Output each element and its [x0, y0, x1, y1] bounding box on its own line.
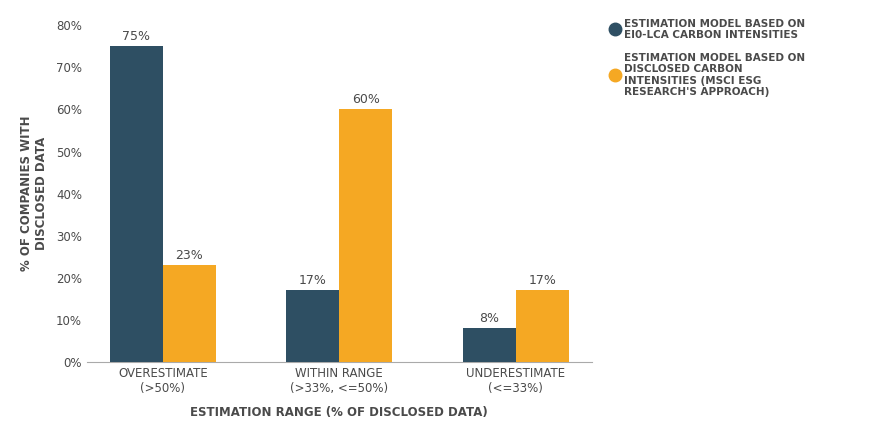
Bar — [515, 290, 568, 362]
Text: 75%: 75% — [123, 30, 150, 43]
Bar — [462, 328, 515, 362]
Legend: ESTIMATION MODEL BASED ON
EI0-LCA CARBON INTENSITIES, ESTIMATION MODEL BASED ON
: ESTIMATION MODEL BASED ON EI0-LCA CARBON… — [611, 19, 805, 97]
Text: 8%: 8% — [479, 312, 499, 325]
Y-axis label: % OF COMPANIES WITH
DISCLOSED DATA: % OF COMPANIES WITH DISCLOSED DATA — [20, 116, 48, 272]
Text: 17%: 17% — [527, 274, 555, 287]
X-axis label: ESTIMATION RANGE (% OF DISCLOSED DATA): ESTIMATION RANGE (% OF DISCLOSED DATA) — [190, 406, 488, 419]
Text: 17%: 17% — [299, 274, 327, 287]
Bar — [163, 265, 216, 362]
Bar — [339, 109, 392, 362]
Text: 60%: 60% — [351, 93, 379, 106]
Bar — [286, 290, 339, 362]
Bar — [109, 46, 163, 362]
Text: 23%: 23% — [176, 249, 203, 262]
